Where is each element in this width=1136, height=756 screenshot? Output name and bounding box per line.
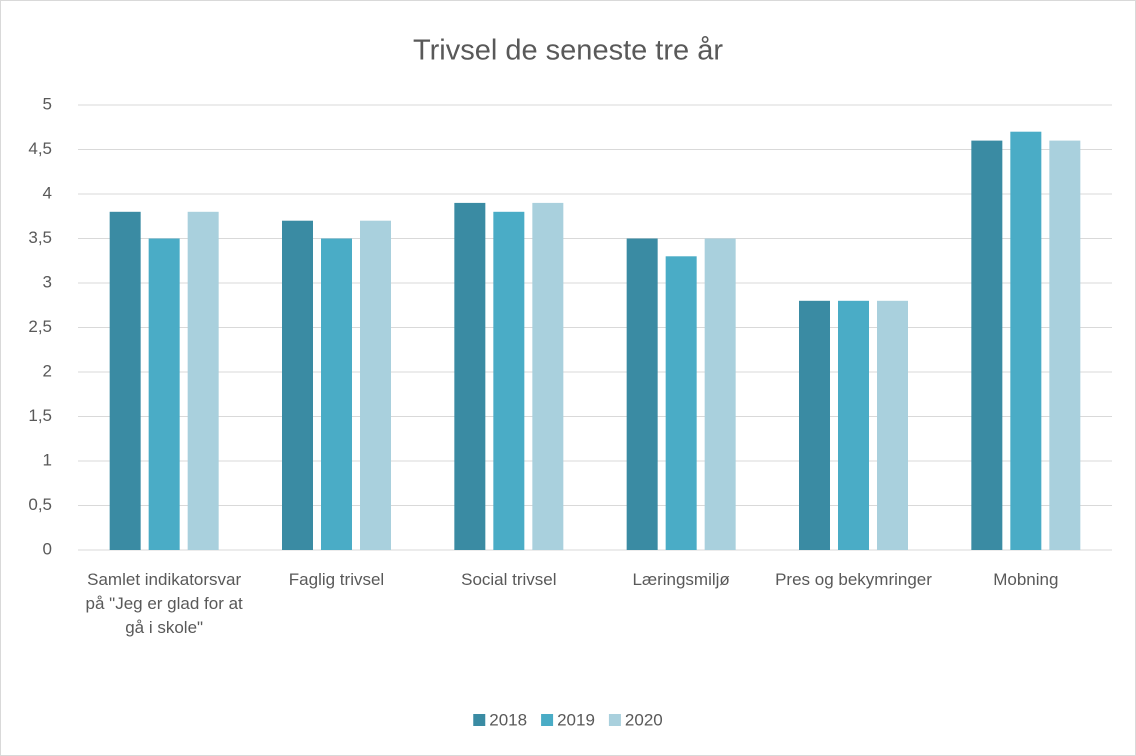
y-tick-label: 3,5 <box>28 228 52 247</box>
x-tick-label: Pres og bekymringer <box>775 570 932 589</box>
bar <box>282 220 313 550</box>
bar <box>1049 140 1081 550</box>
y-tick-label: 1,5 <box>28 406 52 425</box>
bar <box>626 238 658 550</box>
legend-swatch <box>608 714 621 726</box>
y-tick-label: 4 <box>43 183 52 202</box>
legend-swatch <box>541 714 554 726</box>
bar <box>187 211 219 551</box>
bar <box>971 140 1003 550</box>
legend-label: 2018 <box>489 710 527 729</box>
bar <box>665 256 697 550</box>
bar <box>704 238 736 550</box>
chart-title: Trivsel de seneste tre år <box>413 35 723 67</box>
legend-label: 2019 <box>557 710 595 729</box>
bar <box>360 220 391 550</box>
bar <box>321 238 352 550</box>
y-tick-label: 2 <box>43 361 52 380</box>
x-tick-label: Social trivsel <box>461 570 557 589</box>
bar <box>1010 131 1042 550</box>
bar <box>454 202 486 550</box>
bar <box>493 211 525 551</box>
y-tick-label: 2,5 <box>28 317 52 336</box>
y-tick-label: 0,5 <box>28 495 52 514</box>
y-tick-label: 4,5 <box>28 139 52 158</box>
x-tick-label: Samlet indikatorsvar på "Jeg er glad for… <box>85 570 243 637</box>
x-tick-label: Mobning <box>993 570 1059 589</box>
bar <box>877 300 908 550</box>
y-tick-label: 0 <box>43 539 52 558</box>
y-tick-label: 1 <box>43 450 52 469</box>
bar <box>838 300 869 550</box>
x-tick-label: Læringsmiljø <box>632 570 730 589</box>
bar <box>148 238 180 550</box>
x-tick-label: Faglig trivsel <box>288 570 385 589</box>
bar <box>799 300 830 550</box>
y-tick-label: 5 <box>43 94 52 113</box>
legend-label: 2020 <box>625 710 663 729</box>
y-tick-label: 3 <box>43 272 52 291</box>
legend-swatch <box>473 714 486 726</box>
bar <box>532 202 564 550</box>
bar <box>109 211 141 551</box>
